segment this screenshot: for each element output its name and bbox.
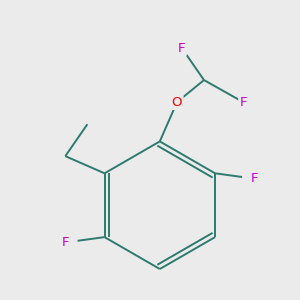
Text: F: F bbox=[239, 96, 247, 109]
Text: F: F bbox=[250, 172, 258, 185]
Text: O: O bbox=[172, 96, 182, 109]
Text: F: F bbox=[178, 42, 186, 55]
Text: F: F bbox=[61, 236, 69, 248]
